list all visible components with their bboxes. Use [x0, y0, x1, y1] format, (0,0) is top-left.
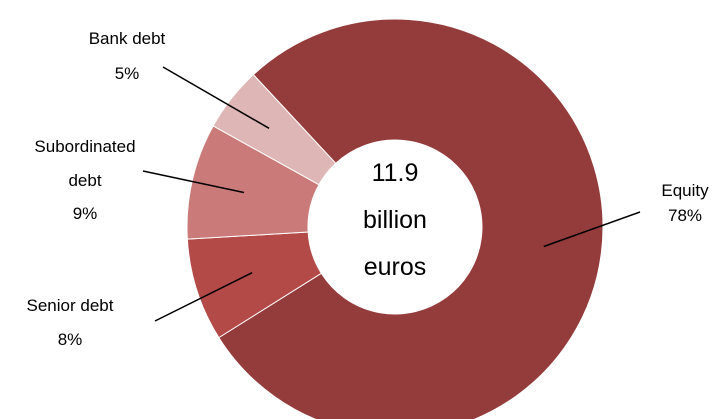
- value-label-senior-debt: 8%: [58, 330, 83, 349]
- leader-line-senior-debt: [154, 271, 253, 322]
- slice-bank-debt: [212, 73, 337, 186]
- leader-line-subordinated-debt: [142, 170, 245, 194]
- center-label-line-1: 11.9: [372, 159, 419, 187]
- category-label-senior-debt-0: Senior debt: [27, 296, 114, 315]
- value-label-equity: 78%: [668, 206, 702, 225]
- slice-labels-layer: Equity 78% Senior debt 8% Subordinated debt 9%…: [27, 29, 710, 349]
- value-label-bank-debt: 5%: [115, 64, 140, 83]
- leader-line-equity: [543, 211, 641, 248]
- value-label-subordinated-debt: 9%: [73, 204, 98, 223]
- leader-lines-layer: [142, 66, 641, 322]
- center-label-group: 11.9 billion euros: [363, 159, 427, 281]
- category-label-bank-debt-0: Bank debt: [89, 29, 166, 48]
- center-label-line-2: billion: [363, 206, 427, 234]
- center-label-line-3: euros: [364, 253, 427, 281]
- category-label-equity-0: Equity: [661, 181, 709, 200]
- slices-layer: [186, 18, 604, 419]
- category-label-subordinated-debt-0: Subordinated: [34, 137, 135, 156]
- leader-line-bank-debt: [162, 66, 270, 129]
- slice-equity: [218, 18, 604, 419]
- category-label-subordinated-debt-1: debt: [68, 171, 101, 190]
